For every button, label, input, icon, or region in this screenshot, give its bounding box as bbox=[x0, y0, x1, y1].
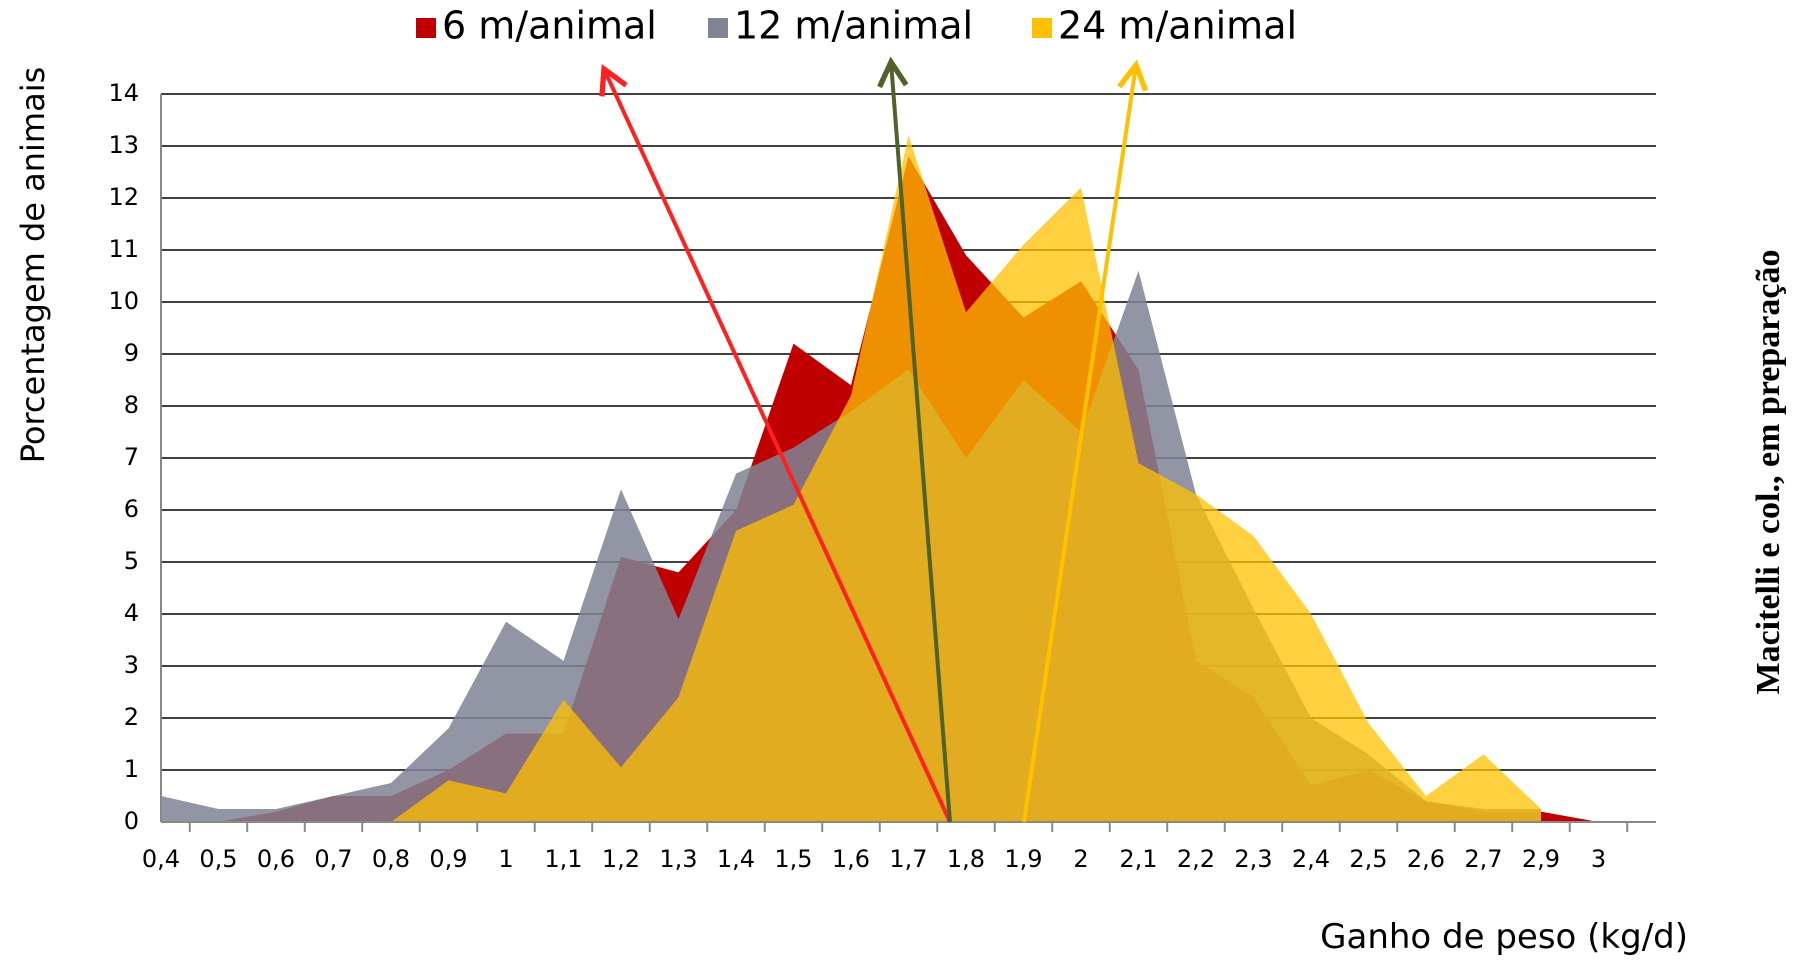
x-tick-label: 0,4 bbox=[142, 845, 180, 873]
x-tick-label: 0,7 bbox=[314, 845, 352, 873]
x-tick-label: 1 bbox=[498, 845, 513, 873]
y-tick-label: 11 bbox=[108, 235, 139, 263]
x-tick-label: 2,3 bbox=[1234, 845, 1272, 873]
x-tick-label: 1,1 bbox=[544, 845, 582, 873]
x-tick-label: 2,6 bbox=[1407, 845, 1445, 873]
y-tick-label: 14 bbox=[108, 79, 139, 107]
x-tick-label: 2,1 bbox=[1119, 845, 1157, 873]
x-tick-label: 1,2 bbox=[602, 845, 640, 873]
y-tick-label: 0 bbox=[124, 807, 139, 835]
legend-swatch bbox=[708, 18, 728, 38]
arrow bbox=[1022, 65, 1136, 823]
y-tick-label: 7 bbox=[124, 443, 139, 471]
y-tick-label: 1 bbox=[124, 755, 139, 783]
legend-swatch bbox=[1032, 18, 1052, 38]
x-tick-label: 0,6 bbox=[257, 845, 295, 873]
area bbox=[391, 135, 1541, 823]
legend-label: 24 m/animal bbox=[1058, 4, 1297, 48]
x-tick-label: 2,4 bbox=[1292, 845, 1330, 873]
arrow bbox=[891, 62, 952, 823]
x-axis-label: Ganho de peso (kg/d) bbox=[1320, 917, 1688, 957]
y-tick-label: 4 bbox=[124, 599, 139, 627]
x-tick-label: 2 bbox=[1073, 845, 1088, 873]
legend-label: 6 m/animal bbox=[442, 4, 657, 48]
x-tick-label: 0,5 bbox=[199, 845, 237, 873]
x-tick-label: 1,4 bbox=[717, 845, 755, 873]
x-tick-label: 2,9 bbox=[1522, 845, 1560, 873]
y-tick-label: 10 bbox=[108, 287, 139, 315]
x-tick-label: 1,8 bbox=[947, 845, 985, 873]
y-tick-label: 8 bbox=[124, 391, 139, 419]
x-tick-label: 1,9 bbox=[1004, 845, 1042, 873]
source-note: Macitelli e col., em preparação bbox=[1750, 250, 1787, 695]
areas bbox=[161, 135, 1599, 823]
x-tick-label: 3 bbox=[1591, 845, 1606, 873]
y-axis-label: Porcentagem de animais bbox=[14, 67, 52, 464]
x-tick-label: 2,7 bbox=[1464, 845, 1502, 873]
x-tick-label: 2,2 bbox=[1177, 845, 1215, 873]
y-tick-label: 6 bbox=[124, 495, 139, 523]
x-tick-label: 1,6 bbox=[832, 845, 870, 873]
y-tick-label: 12 bbox=[108, 183, 139, 211]
x-tick-label: 1,5 bbox=[774, 845, 812, 873]
legend-swatch bbox=[416, 18, 436, 38]
y-tick-label: 3 bbox=[124, 651, 139, 679]
y-tick-label: 2 bbox=[124, 703, 139, 731]
x-tick-label: 0,8 bbox=[372, 845, 410, 873]
arrow bbox=[604, 69, 952, 823]
y-tick-label: 5 bbox=[124, 547, 139, 575]
x-tick-label: 0,9 bbox=[429, 845, 467, 873]
y-tick-label: 13 bbox=[108, 131, 139, 159]
x-tick-label: 2,5 bbox=[1349, 845, 1387, 873]
y-tick-label: 9 bbox=[124, 339, 139, 367]
legend-label: 12 m/animal bbox=[734, 4, 973, 48]
x-tick-label: 1,3 bbox=[659, 845, 697, 873]
x-tick-label: 1,7 bbox=[889, 845, 927, 873]
